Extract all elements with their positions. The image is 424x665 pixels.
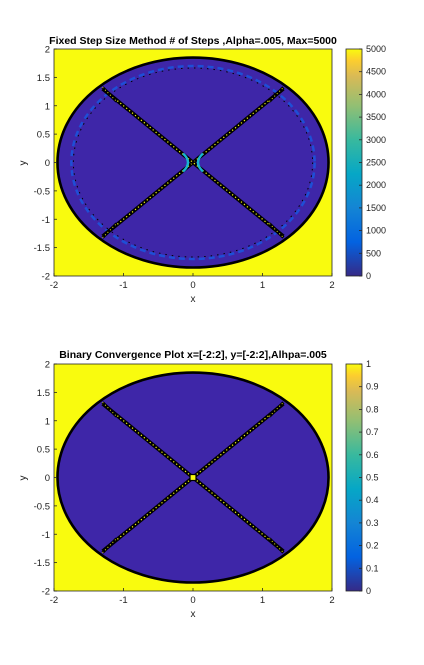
panel-1: Fixed Step Size Method # of Steps ,Alpha… xyxy=(18,35,386,305)
panel-1-center-feature xyxy=(182,152,204,173)
panel-1-title: Fixed Step Size Method # of Steps ,Alpha… xyxy=(49,35,337,47)
panel-2-colorbar-tick-label: 0.5 xyxy=(366,473,379,483)
panel-2-colorbar-tick-label: 0.2 xyxy=(366,541,379,551)
panel-1-colorbar-tick-label: 2000 xyxy=(366,180,386,190)
panel-2-colorbar-tick-label: 0.3 xyxy=(366,518,379,528)
panel-2-colorbar-tick-label: 0 xyxy=(366,586,371,596)
panel-2-x-tick-label: 0 xyxy=(190,595,195,606)
panel-1-inner-ring xyxy=(70,64,316,261)
panel-1-colorbar-tick-label: 4500 xyxy=(366,67,386,77)
panel-2-title: Binary Convergence Plot x=[-2:2], y=[-2:… xyxy=(59,349,327,361)
panel-2-y-tick-label: -0.5 xyxy=(34,501,50,512)
panel-1-colorbar-tick-label: 3000 xyxy=(366,135,386,145)
panel-2-y-tick-label: 2 xyxy=(45,360,50,371)
panel-1-colorbar-tick-label: 3500 xyxy=(366,112,386,122)
panel-2-y-tick-label: -1.5 xyxy=(34,558,50,569)
panel-2-colorbar-tick-label: 0.4 xyxy=(366,495,379,505)
panel-2-x-tick-label: -2 xyxy=(50,595,58,606)
panel-1-colorbar-tick-label: 1500 xyxy=(366,203,386,213)
panel-1-y-tick-label: -1 xyxy=(42,215,50,226)
panel-1-y-tick-label: 0.5 xyxy=(37,130,50,141)
panel-2-diagonal-y-eq-neg-x-dots xyxy=(102,403,284,552)
panel-2-end-cross-1 xyxy=(101,401,118,418)
panel-1-diagonal-y-eq-neg-x-dots xyxy=(102,88,284,237)
panel-2-colorbar-tick-label: 0.9 xyxy=(366,382,379,392)
panel-1-y-tick-label: 1.5 xyxy=(37,73,50,84)
panel-2-y-tick-label: -2 xyxy=(42,587,50,598)
panel-2-colorbar-tick-label: 0.1 xyxy=(366,563,379,573)
panel-1-x-tick-label: 1 xyxy=(260,280,265,291)
panel-1-colorbar-tick-label: 5000 xyxy=(366,44,386,54)
panel-1-x-tick-label: 0 xyxy=(190,280,195,291)
panel-2-y-tick-label: 0 xyxy=(45,473,50,484)
panel-2-x-tick-label: 1 xyxy=(260,595,265,606)
panel-1-diagonal-y-eq-x-dots xyxy=(102,88,284,237)
panel-2-colorbar-tick-label: 0.6 xyxy=(366,450,379,460)
panel-2-center-point xyxy=(189,473,197,482)
panel-1-plot-area xyxy=(53,48,333,277)
panel-1-y-tick-label: -0.5 xyxy=(34,186,50,197)
panel-1-y-tick-label: -1.5 xyxy=(34,243,50,254)
panel-1-end-cross-1 xyxy=(101,86,118,103)
panel-1-end-cross-4 xyxy=(268,222,285,239)
panel-1-colorbar-tick-label: 1000 xyxy=(366,226,386,236)
panel-1-y-axis: -2 -1.5 -1 -0.5 0 0.5 1 1.5 2 xyxy=(34,45,57,283)
panel-1-inner-ring-dots xyxy=(72,67,314,258)
panel-2-diagonal-y-eq-x-dots xyxy=(102,403,284,552)
panel-1-x-tick-label: 2 xyxy=(329,280,334,291)
panel-2-y-axis-label: y xyxy=(18,476,29,481)
panel-2-x-axis-label: x xyxy=(191,609,196,620)
panel-1-colorbar: 0 500 1000 1500 2000 2500 3000 3500 4000 4500 5000 xyxy=(345,44,386,281)
panel-1-colorbar-tick-label: 2500 xyxy=(366,158,386,168)
panel-2-x-axis: -2 -1 0 1 2 xyxy=(50,588,335,606)
panel-1-y-tick-label: 2 xyxy=(45,45,50,56)
panel-2: Binary Convergence Plot x=[-2:2], y=[-2:… xyxy=(18,349,379,620)
panel-1-colorbar-tick-label: 4000 xyxy=(366,89,386,99)
panel-2-y-axis: -2 -1.5 -1 -0.5 0 0.5 1 1.5 2 xyxy=(34,360,57,598)
panel-2-colorbar-tick-label: 1 xyxy=(366,359,371,369)
panel-2-colorbar-tick-label: 0.7 xyxy=(366,427,379,437)
panel-2-colorbar-tick-label: 0.8 xyxy=(366,404,379,414)
panel-2-colorbar: 0 0.1 0.2 0.3 0.4 0.5 0.6 0.7 0.8 0.9 1 xyxy=(345,359,379,596)
panel-1-y-tick-label: 0 xyxy=(45,158,50,169)
panel-2-plot-area xyxy=(53,363,333,592)
panel-2-x-tick-label: 2 xyxy=(329,595,334,606)
panel-1-x-axis: -2 -1 0 1 2 xyxy=(50,273,335,291)
panel-2-end-cross-3 xyxy=(101,537,118,554)
panel-1-end-cross-3 xyxy=(101,222,118,239)
panel-2-y-tick-label: 1 xyxy=(45,416,50,427)
panel-1-y-tick-label: 1 xyxy=(45,101,50,112)
panel-2-y-tick-label: 0.5 xyxy=(37,445,50,456)
panel-2-y-tick-label: -1 xyxy=(42,530,50,541)
panel-1-colorbar-tick-label: 500 xyxy=(366,248,381,258)
panel-1-end-cross-2 xyxy=(268,86,285,103)
panel-1-y-axis-label: y xyxy=(18,161,29,166)
panel-1-y-tick-label: -2 xyxy=(42,272,50,283)
panel-1-x-tick-label: -1 xyxy=(119,280,127,291)
panel-2-end-cross-4 xyxy=(268,537,285,554)
panel-1-x-axis-label: x xyxy=(191,294,196,305)
panel-2-x-tick-label: -1 xyxy=(119,595,127,606)
panel-2-y-tick-label: 1.5 xyxy=(37,388,50,399)
panel-1-colorbar-tick-label: 0 xyxy=(366,271,371,281)
panel-2-end-cross-2 xyxy=(268,401,285,418)
panel-1-x-tick-label: -2 xyxy=(50,280,58,291)
